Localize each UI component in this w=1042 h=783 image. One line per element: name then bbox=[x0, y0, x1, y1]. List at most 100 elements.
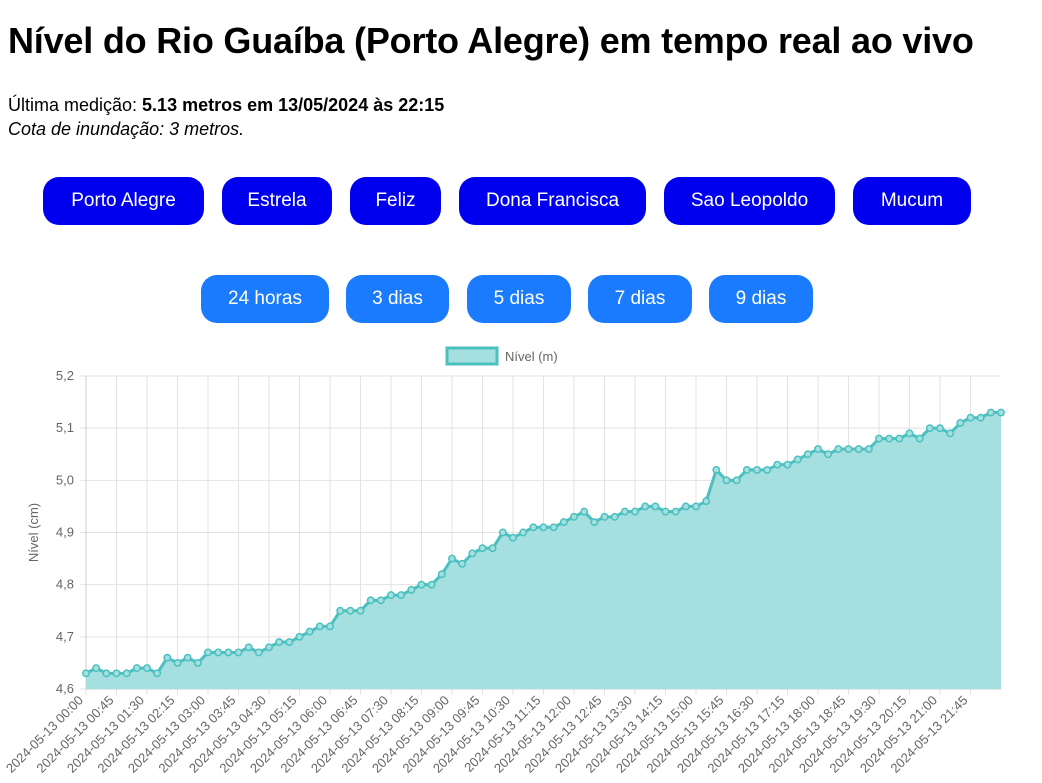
data-point bbox=[600, 512, 609, 521]
page-title: Nível do Rio Guaíba (Porto Alegre) em te… bbox=[8, 20, 974, 61]
data-point bbox=[92, 664, 101, 673]
data-point bbox=[834, 445, 843, 453]
legend-swatch bbox=[445, 346, 499, 366]
data-point bbox=[458, 559, 467, 568]
data-point bbox=[946, 429, 955, 438]
data-point bbox=[346, 606, 355, 615]
data-point bbox=[661, 507, 670, 516]
data-point bbox=[112, 669, 121, 678]
data-point bbox=[82, 669, 90, 678]
city-button-estrela[interactable]: Estrela bbox=[222, 177, 332, 225]
legend-label: Nível (m) bbox=[505, 349, 558, 364]
data-point bbox=[742, 465, 751, 474]
range-button-3-dias[interactable]: 3 dias bbox=[346, 275, 449, 323]
data-point bbox=[397, 591, 406, 600]
range-button-24-horas[interactable]: 24 horas bbox=[201, 275, 329, 323]
data-point bbox=[875, 434, 883, 443]
data-point bbox=[763, 465, 772, 474]
data-point bbox=[509, 533, 517, 542]
data-point bbox=[702, 497, 711, 506]
last-measurement-label: Última medição: bbox=[8, 95, 143, 115]
data-point bbox=[224, 648, 233, 657]
y-tick-label: 4,7 bbox=[56, 629, 74, 644]
data-point bbox=[265, 643, 273, 652]
data-point bbox=[722, 476, 731, 485]
last-measurement: Última medição: 5.13 metros em 13/05/202… bbox=[8, 94, 444, 116]
data-point bbox=[620, 507, 629, 516]
data-point bbox=[844, 445, 853, 453]
data-point bbox=[478, 544, 487, 553]
data-point bbox=[915, 434, 924, 443]
y-tick-label: 5,1 bbox=[56, 420, 74, 435]
data-point bbox=[295, 632, 304, 641]
range-button-5-dias[interactable]: 5 dias bbox=[467, 275, 571, 323]
data-point bbox=[336, 606, 345, 615]
data-point bbox=[315, 622, 324, 631]
data-point bbox=[895, 434, 904, 443]
data-point bbox=[519, 528, 528, 537]
data-point bbox=[254, 648, 263, 657]
data-point bbox=[925, 424, 934, 433]
data-point bbox=[793, 455, 802, 464]
data-point bbox=[183, 653, 192, 662]
city-button-mucum[interactable]: Mucum bbox=[853, 177, 971, 225]
data-point bbox=[580, 507, 589, 516]
range-button-7-dias[interactable]: 7 dias bbox=[588, 275, 692, 323]
data-point bbox=[356, 606, 365, 615]
data-point bbox=[986, 408, 995, 417]
data-point bbox=[712, 465, 721, 474]
data-point bbox=[529, 523, 538, 532]
y-axis-title: Nível (cm) bbox=[26, 503, 41, 562]
city-button-sao-leopoldo[interactable]: Sao Leopoldo bbox=[664, 177, 835, 225]
data-point bbox=[407, 585, 416, 594]
data-point bbox=[997, 408, 1005, 417]
data-point bbox=[285, 638, 294, 646]
range-button-9-dias[interactable]: 9 dias bbox=[709, 275, 813, 323]
data-point bbox=[814, 445, 822, 453]
data-point bbox=[244, 643, 253, 652]
data-point bbox=[651, 502, 660, 511]
data-point bbox=[885, 434, 894, 443]
data-point bbox=[773, 460, 782, 469]
data-point bbox=[448, 554, 456, 563]
data-point bbox=[956, 419, 965, 427]
chart-legend: Nível (m) bbox=[445, 346, 558, 366]
data-point bbox=[366, 596, 375, 605]
data-point bbox=[376, 596, 385, 605]
data-point bbox=[153, 669, 162, 678]
data-point bbox=[753, 465, 761, 474]
y-tick-label: 4,9 bbox=[56, 525, 74, 540]
data-point bbox=[610, 512, 619, 521]
data-point bbox=[234, 648, 243, 657]
data-point bbox=[803, 450, 812, 459]
data-point bbox=[275, 638, 284, 646]
data-point bbox=[854, 445, 863, 453]
data-point bbox=[905, 429, 914, 438]
data-point bbox=[122, 669, 131, 678]
y-tick-label: 4,8 bbox=[56, 577, 74, 592]
data-point bbox=[143, 664, 151, 673]
data-point bbox=[641, 502, 650, 511]
data-point bbox=[976, 413, 985, 422]
city-button-feliz[interactable]: Feliz bbox=[350, 177, 441, 225]
city-button-porto-alegre[interactable]: Porto Alegre bbox=[43, 177, 204, 225]
data-point bbox=[549, 523, 558, 532]
data-point bbox=[498, 528, 507, 537]
series-area bbox=[86, 412, 1001, 689]
data-point bbox=[305, 627, 314, 636]
data-point bbox=[173, 658, 182, 667]
data-point bbox=[824, 450, 833, 459]
data-point bbox=[193, 658, 202, 667]
data-point bbox=[488, 544, 497, 553]
data-point bbox=[539, 523, 548, 532]
data-point bbox=[559, 518, 568, 527]
city-button-dona-francisca[interactable]: Dona Francisca bbox=[459, 177, 646, 225]
data-point bbox=[864, 445, 873, 453]
y-tick-label: 4,6 bbox=[56, 681, 74, 696]
last-measurement-value: 5.13 metros em 13/05/2024 às 22:15 bbox=[142, 95, 445, 115]
data-point bbox=[936, 424, 944, 433]
data-point bbox=[468, 549, 477, 558]
data-point bbox=[417, 580, 426, 589]
